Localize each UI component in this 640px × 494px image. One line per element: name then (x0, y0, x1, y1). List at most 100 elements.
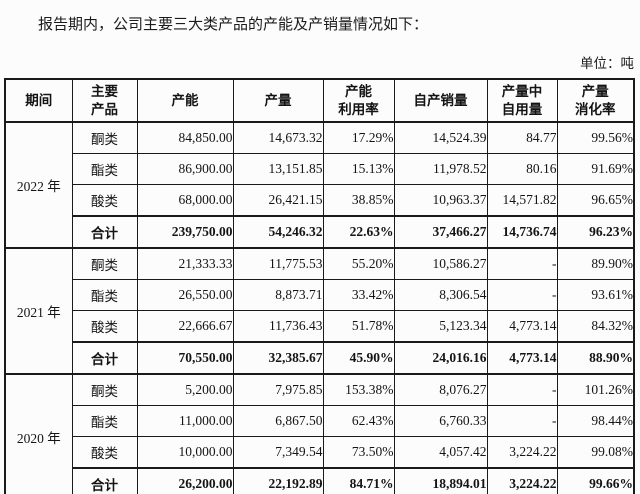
utilization-cell: 22.63% (322, 215, 395, 249)
digestion-cell: 91.69% (556, 153, 635, 185)
product-cell: 酮类 (71, 247, 138, 280)
table-row: 酸类 10,000.00 7,349.54 73.50% 4,057.42 3,… (5, 436, 635, 469)
capacity-cell: 26,550.00 (136, 279, 234, 311)
digestion-cell: 101.26% (556, 373, 635, 406)
product-cell: 合计 (71, 467, 138, 494)
digestion-cell: 93.61% (556, 279, 635, 311)
capacity-cell: 68,000.00 (136, 184, 234, 217)
utilization-cell: 62.43% (322, 405, 395, 437)
self-use-cell: 4,773.14 (486, 341, 558, 375)
digestion-cell: 88.90% (556, 341, 635, 375)
utilization-cell: 84.71% (322, 467, 395, 494)
capacity-cell: 21,333.33 (136, 247, 234, 280)
utilization-cell: 45.90% (322, 341, 395, 375)
capacity-cell: 86,900.00 (136, 153, 234, 185)
output-cell: 22,192.89 (232, 467, 324, 494)
self-sales-cell: 18,894.01 (393, 467, 488, 494)
product-cell: 酯类 (71, 405, 138, 437)
self-sales-cell: 6,760.33 (393, 405, 488, 437)
product-cell: 酮类 (71, 121, 138, 154)
utilization-cell: 51.78% (322, 310, 395, 343)
self-use-cell: 14,736.74 (486, 215, 558, 249)
digestion-cell: 96.23% (556, 215, 635, 249)
self-sales-cell: 4,057.42 (393, 436, 488, 469)
table-row: 酯类 11,000.00 6,867.50 62.43% 6,760.33 - … (5, 405, 635, 437)
header-self-use: 产量中 自用量 (486, 78, 558, 123)
period-cell-2021: 2021 年 (4, 247, 73, 375)
digestion-cell: 98.44% (556, 405, 635, 437)
table-row: 酸类 22,666.67 11,736.43 51.78% 5,123.34 4… (5, 310, 635, 343)
capacity-cell: 10,000.00 (136, 436, 234, 469)
table-row: 2022 年 酮类 84,850.00 14,673.32 17.29% 14,… (4, 121, 635, 249)
table-row: 酯类 86,900.00 13,151.85 15.13% 11,978.52 … (5, 153, 635, 185)
table-row: 酸类 68,000.00 26,421.15 38.85% 10,963.37 … (5, 184, 635, 217)
digestion-cell: 99.66% (556, 467, 635, 494)
digestion-cell: 84.32% (556, 310, 635, 343)
header-main-product: 主要 产品 (71, 78, 138, 123)
self-use-cell: - (486, 247, 558, 280)
capacity-cell: 22,666.67 (136, 310, 234, 343)
self-use-cell: 3,224.22 (486, 467, 558, 494)
output-cell: 32,385.67 (232, 341, 324, 375)
product-cell: 酸类 (71, 310, 138, 343)
header-digestion: 产量 消化率 (556, 78, 635, 123)
table-header-row: 期间 主要 产品 产能 产量 产能 利用率 自产销量 产量中 自用量 产量 消化… (4, 78, 635, 123)
total-row-2021: 合计 70,550.00 32,385.67 45.90% 24,016.16 … (5, 341, 635, 375)
output-cell: 54,246.32 (232, 215, 324, 249)
utilization-cell: 38.85% (322, 184, 395, 217)
period-cell-2020: 2020 年 (4, 373, 73, 494)
utilization-cell: 15.13% (322, 153, 395, 185)
capacity-cell: 5,200.00 (136, 373, 234, 406)
self-sales-cell: 37,466.27 (393, 215, 488, 249)
table-row: 2021 年 酮类 21,333.33 11,775.53 55.20% 10,… (4, 247, 635, 375)
self-use-cell: 14,571.82 (486, 184, 558, 217)
self-sales-cell: 8,306.54 (393, 279, 488, 311)
output-cell: 11,736.43 (232, 310, 324, 343)
header-output: 产量 (232, 78, 324, 123)
self-sales-cell: 10,963.37 (393, 184, 488, 217)
unit-label: 单位：吨 (580, 56, 634, 71)
period-cell-2022: 2022 年 (4, 121, 73, 249)
self-sales-cell: 11,978.52 (393, 153, 488, 185)
product-cell: 酯类 (71, 153, 138, 185)
output-cell: 8,873.71 (232, 279, 324, 311)
self-use-cell: 4,773.14 (486, 310, 558, 343)
utilization-cell: 17.29% (322, 121, 395, 154)
digestion-cell: 89.90% (556, 247, 635, 280)
capacity-cell: 84,850.00 (136, 121, 234, 154)
utilization-cell: 55.20% (322, 247, 395, 280)
product-cell: 酸类 (71, 436, 138, 469)
table-row: 2020 年 酮类 5,200.00 7,975.85 153.38% 8,07… (4, 373, 635, 494)
self-use-cell: - (486, 405, 558, 437)
utilization-cell: 33.42% (322, 279, 395, 311)
self-sales-cell: 5,123.34 (393, 310, 488, 343)
product-cell: 合计 (71, 215, 138, 249)
output-cell: 7,975.85 (232, 373, 324, 406)
self-use-cell: - (486, 279, 558, 311)
self-use-cell: 80.16 (486, 153, 558, 185)
capacity-cell: 11,000.00 (136, 405, 234, 437)
header-self-sales: 自产销量 (393, 78, 488, 123)
total-row-2022: 合计 239,750.00 54,246.32 22.63% 37,466.27… (5, 215, 635, 249)
digestion-cell: 99.56% (556, 121, 635, 154)
product-cell: 酯类 (71, 279, 138, 311)
output-cell: 13,151.85 (232, 153, 324, 185)
output-cell: 7,349.54 (232, 436, 324, 469)
utilization-cell: 73.50% (322, 436, 395, 469)
digestion-cell: 96.65% (556, 184, 635, 217)
self-sales-cell: 14,524.39 (393, 121, 488, 154)
product-cell: 合计 (71, 341, 138, 375)
output-cell: 11,775.53 (232, 247, 324, 280)
header-period: 期间 (4, 78, 73, 123)
output-cell: 26,421.15 (232, 184, 324, 217)
production-sales-table: 期间 主要 产品 产能 产量 产能 利用率 自产销量 产量中 自用量 产量 消化… (4, 78, 635, 494)
capacity-cell: 26,200.00 (136, 467, 234, 494)
product-cell: 酸类 (71, 184, 138, 217)
self-sales-cell: 8,076.27 (393, 373, 488, 406)
product-cell: 酮类 (71, 373, 138, 406)
total-row-2020: 合计 26,200.00 22,192.89 84.71% 18,894.01 … (5, 467, 635, 494)
capacity-cell: 239,750.00 (136, 215, 234, 249)
capacity-cell: 70,550.00 (136, 341, 234, 375)
self-sales-cell: 10,586.27 (393, 247, 488, 280)
self-sales-cell: 24,016.16 (393, 341, 488, 375)
